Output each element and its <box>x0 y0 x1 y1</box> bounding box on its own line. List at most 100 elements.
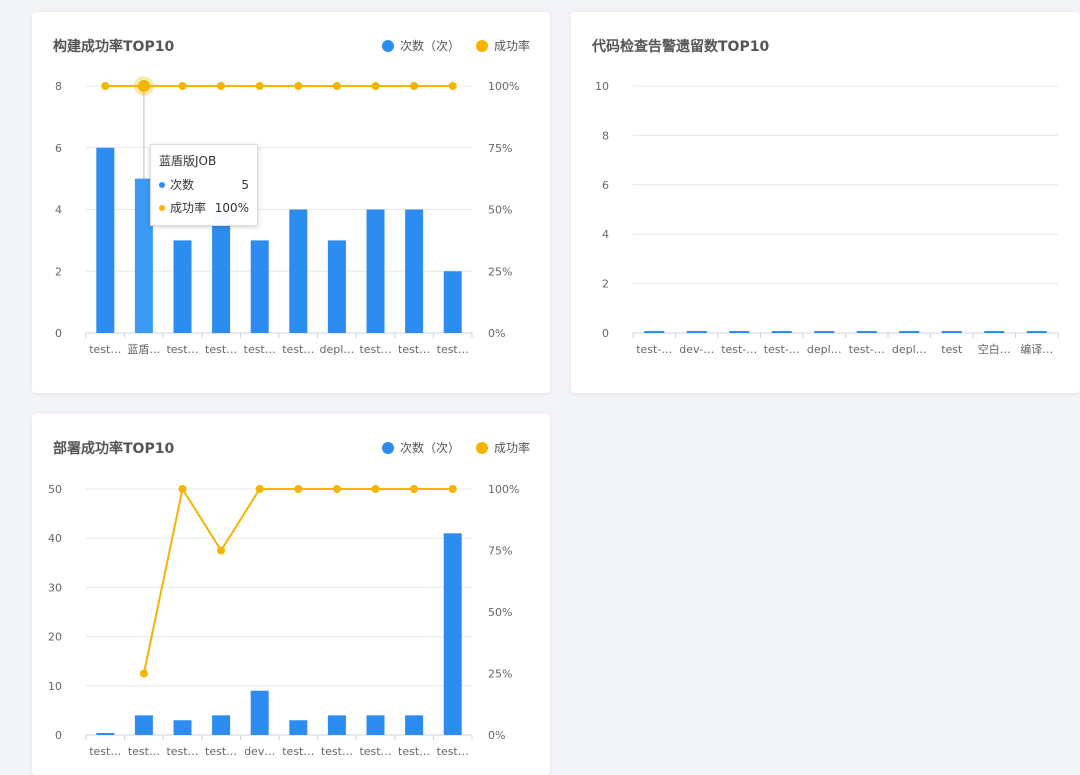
y-tick-label: 30 <box>48 581 62 594</box>
tooltip-count-dot-icon <box>159 181 165 188</box>
rate-point[interactable] <box>448 485 457 493</box>
bar[interactable] <box>814 331 835 333</box>
tooltip-count-value: 5 <box>241 177 249 192</box>
bar[interactable] <box>771 331 792 333</box>
legend-item-count[interactable]: 次数（次） <box>381 37 460 54</box>
bar[interactable] <box>443 271 462 333</box>
rate-point[interactable] <box>371 485 380 493</box>
bar[interactable] <box>984 331 1005 333</box>
y-tick-label: 40 <box>48 532 62 545</box>
x-tick-label: test… <box>89 343 121 356</box>
y-tick-label: 0 <box>55 729 62 742</box>
rate-point[interactable] <box>255 82 264 90</box>
bar[interactable] <box>250 240 269 333</box>
rate-point[interactable] <box>137 80 150 92</box>
bar[interactable] <box>327 715 346 735</box>
bar[interactable] <box>96 733 115 735</box>
rate-point[interactable] <box>217 82 226 90</box>
bar[interactable] <box>941 331 962 333</box>
rate-point[interactable] <box>255 485 264 493</box>
rate-point[interactable] <box>139 669 148 678</box>
rate-point[interactable] <box>217 546 226 555</box>
bar[interactable] <box>212 715 231 735</box>
x-tick-label: test… <box>359 343 391 356</box>
bar[interactable] <box>134 715 153 735</box>
bar[interactable] <box>289 720 308 735</box>
tooltip-rate-dot-icon <box>159 204 165 211</box>
bar[interactable] <box>250 690 269 735</box>
x-tick-label: test… <box>398 745 430 758</box>
legend-item-rate[interactable]: 成功率 <box>475 439 530 456</box>
x-tick-label: test… <box>205 343 237 356</box>
y2-tick-label: 75% <box>488 142 512 155</box>
rate-line <box>142 486 453 674</box>
bar[interactable] <box>212 209 231 334</box>
legend-item-rate[interactable]: 成功率 <box>475 37 530 54</box>
bar[interactable] <box>366 209 385 334</box>
x-tick-label: dev… <box>244 745 275 758</box>
chart-tooltip: 蓝盾版JOB 次数 5 成功率 100% <box>150 144 258 226</box>
y-tick-label: 8 <box>602 129 609 142</box>
x-tick-label: test… <box>166 343 198 356</box>
x-tick-label: dev-… <box>679 343 714 356</box>
code-check-card: 代码检查告警遗留数TOP10 0 2 4 6 8 10 test-… dev-… test-… t… <box>571 12 1080 393</box>
x-tick-label: test-… <box>721 343 757 356</box>
y-tick-label: 0 <box>602 327 609 340</box>
x-tick-label: 空白… <box>978 342 1011 356</box>
bar[interactable] <box>686 331 707 333</box>
rate-point[interactable] <box>101 82 110 90</box>
rate-point[interactable] <box>448 82 457 90</box>
rate-point[interactable] <box>178 82 187 90</box>
legend-count-dot-icon <box>381 39 394 52</box>
chart-legend: 次数（次） 成功率 <box>381 37 530 54</box>
bar[interactable] <box>405 209 424 334</box>
tooltip-rate-value: 100% <box>214 200 249 215</box>
deploy-success-card: 部署成功率TOP10 次数（次） 成功率 0 10 20 30 40 50 0% 25% 50%… <box>32 414 550 775</box>
x-tick-label: test… <box>205 745 237 758</box>
rate-point[interactable] <box>410 485 419 493</box>
rate-point[interactable] <box>332 485 341 493</box>
rate-point[interactable] <box>371 82 380 90</box>
bar[interactable] <box>899 331 920 333</box>
rate-point[interactable] <box>410 82 419 90</box>
bar[interactable] <box>644 331 665 333</box>
code-check-chart[interactable]: 0 2 4 6 8 10 test-… dev-… test-… test-… depl… test-… <box>571 12 1080 393</box>
y-tick-label: 10 <box>48 680 62 693</box>
build-success-chart[interactable]: 0 2 4 6 8 0% 25% 50% 75% 100% test… 蓝盾… test… test… te… <box>32 12 550 393</box>
bar[interactable] <box>173 720 192 735</box>
tooltip-row-rate: 成功率 100% <box>159 199 249 216</box>
y2-tick-label: 75% <box>488 545 512 558</box>
y2-tick-label: 0% <box>488 729 505 742</box>
chart-title: 代码检查告警遗留数TOP10 <box>592 39 770 55</box>
x-tick-label: test-… <box>764 343 800 356</box>
deploy-success-chart[interactable]: 0 10 20 30 40 50 0% 25% 50% 75% 100% test… test… test… <box>32 414 550 775</box>
y2-tick-label: 100% <box>488 483 519 496</box>
bar[interactable] <box>134 178 153 333</box>
x-tick-label: test <box>941 343 963 356</box>
rate-point[interactable] <box>332 82 341 90</box>
bar[interactable] <box>1026 331 1047 333</box>
build-success-card: 构建成功率TOP10 次数（次） 成功率 0 2 4 6 8 0% 25% 50% 75% 100… <box>32 12 550 393</box>
bar[interactable] <box>327 240 346 333</box>
x-tick-label: depl… <box>320 343 355 356</box>
tooltip-row-count: 次数 5 <box>159 176 249 193</box>
bar[interactable] <box>96 147 115 333</box>
rate-point[interactable] <box>294 82 303 90</box>
bar[interactable] <box>443 533 462 735</box>
rate-point[interactable] <box>178 485 187 493</box>
bar[interactable] <box>729 331 750 333</box>
bar[interactable] <box>366 715 385 735</box>
bar[interactable] <box>405 715 424 735</box>
rate-point[interactable] <box>294 485 303 493</box>
bar[interactable] <box>856 331 877 333</box>
bar[interactable] <box>289 209 308 334</box>
legend-item-count[interactable]: 次数（次） <box>381 439 460 456</box>
y-tick-label: 4 <box>55 204 62 217</box>
y-tick-label: 10 <box>595 80 609 93</box>
bar[interactable] <box>173 240 192 333</box>
x-tick-label: test… <box>166 745 198 758</box>
x-tick-label: test… <box>437 745 469 758</box>
y2-tick-label: 25% <box>488 265 512 278</box>
legend-rate-label: 成功率 <box>493 441 530 455</box>
chart-title: 部署成功率TOP10 <box>53 441 175 457</box>
